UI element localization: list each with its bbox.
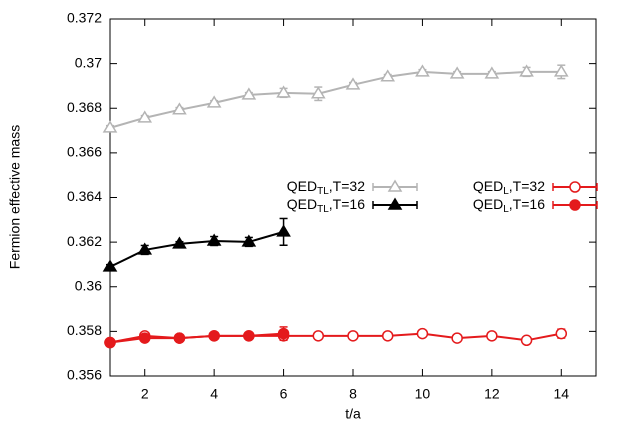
marker <box>241 87 257 100</box>
marker <box>310 86 326 99</box>
marker <box>102 259 118 272</box>
series-line <box>109 230 284 268</box>
legend-text: QED <box>473 178 503 194</box>
marker <box>380 69 396 82</box>
marker <box>173 332 186 344</box>
y-tick-label: 0.372 <box>67 10 102 26</box>
marker <box>555 327 568 340</box>
marker <box>276 85 291 98</box>
legend-text: QED <box>287 196 317 212</box>
y-tick-label: 0.364 <box>67 188 102 204</box>
y-tick-label: 0.37 <box>75 54 102 70</box>
x-tick-label: 6 <box>280 386 288 402</box>
x-tick-label: 4 <box>210 386 218 402</box>
x-tick-label: 10 <box>415 386 431 402</box>
marker <box>276 224 291 237</box>
marker <box>381 330 394 342</box>
y-tick-label: 0.358 <box>67 322 102 338</box>
legend-label: QEDL,T=16 <box>473 196 545 215</box>
marker <box>102 120 118 133</box>
x-tick-label: 2 <box>141 386 149 402</box>
legend-text: ,T=32 <box>509 178 545 194</box>
marker <box>312 330 325 342</box>
y-tick-label: 0.356 <box>67 367 102 383</box>
legend-text: QED <box>473 196 503 212</box>
marker <box>451 332 463 344</box>
marker <box>137 242 153 255</box>
marker <box>484 66 500 79</box>
legend-marker <box>387 197 403 210</box>
legend-label: QEDTL,T=32 <box>287 178 365 197</box>
marker <box>241 234 257 247</box>
marker <box>206 233 222 246</box>
legend-text: QED <box>287 178 317 194</box>
legend-subscript: TL <box>317 186 329 197</box>
marker <box>449 66 465 79</box>
x-tick-label: 12 <box>484 386 500 402</box>
series-line <box>109 70 562 129</box>
y-tick-label: 0.368 <box>67 99 102 115</box>
legend-marker <box>569 181 581 193</box>
legend-subscript: L <box>503 186 509 197</box>
marker <box>486 330 498 342</box>
marker <box>137 110 153 123</box>
x-axis-label: t/a <box>345 406 361 422</box>
y-tick-label: 0.36 <box>75 277 102 293</box>
legend-label: QEDTL,T=16 <box>287 196 365 215</box>
marker <box>208 330 220 342</box>
legend-label: QEDL,T=32 <box>473 178 545 197</box>
legend-text: ,T=16 <box>329 196 365 212</box>
legend-subscript: TL <box>317 204 329 215</box>
marker <box>415 64 430 77</box>
marker <box>416 327 429 340</box>
legend-text: ,T=32 <box>329 178 365 194</box>
marker <box>520 334 533 347</box>
legend-marker <box>569 199 581 211</box>
marker <box>345 77 361 90</box>
y-axis-label: Fermion effective mass <box>7 125 23 269</box>
x-tick-label: 14 <box>553 386 569 402</box>
marker <box>519 64 534 77</box>
marker <box>138 332 151 344</box>
legend-marker <box>387 179 403 192</box>
y-tick-label: 0.362 <box>67 233 102 249</box>
marker <box>104 336 116 349</box>
legend-subscript: L <box>503 204 509 215</box>
marker <box>347 330 359 342</box>
marker <box>553 64 569 77</box>
marker <box>172 102 187 115</box>
marker <box>243 330 255 342</box>
marker <box>277 327 290 340</box>
series-line <box>109 332 284 344</box>
legend-text: ,T=16 <box>509 196 545 212</box>
x-tick-label: 8 <box>349 386 357 402</box>
marker <box>172 236 187 249</box>
marker <box>206 95 222 108</box>
y-tick-label: 0.366 <box>67 144 102 160</box>
